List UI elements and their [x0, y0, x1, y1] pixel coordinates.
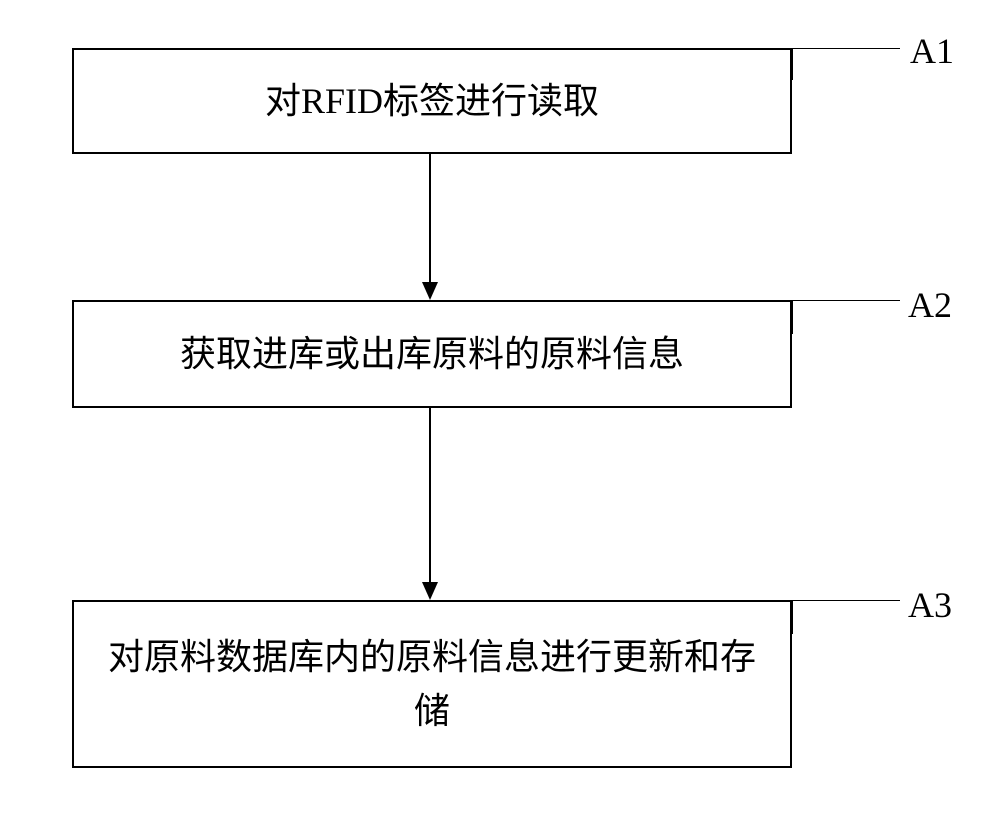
arrow-2 [416, 408, 444, 602]
leader-line-2 [792, 300, 912, 340]
box-1-text: 对RFID标签进行读取 [245, 64, 619, 138]
label-a2: A2 [908, 284, 952, 326]
leader-line-1 [792, 48, 912, 88]
box-2-text: 获取进库或出库原料的原料信息 [160, 317, 704, 391]
label-a1: A1 [910, 30, 954, 72]
flowchart-box-3: 对原料数据库内的原料信息进行更新和存储 [72, 600, 792, 768]
arrow-1 [416, 154, 444, 302]
flowchart-container: 对RFID标签进行读取 A1 获取进库或出库原料的原料信息 A2 对原料数据库内… [0, 0, 1000, 824]
label-a3: A3 [908, 584, 952, 626]
box-3-text: 对原料数据库内的原料信息进行更新和存储 [74, 620, 790, 748]
flowchart-box-2: 获取进库或出库原料的原料信息 [72, 300, 792, 408]
leader-line-3 [792, 600, 912, 640]
flowchart-box-1: 对RFID标签进行读取 [72, 48, 792, 154]
